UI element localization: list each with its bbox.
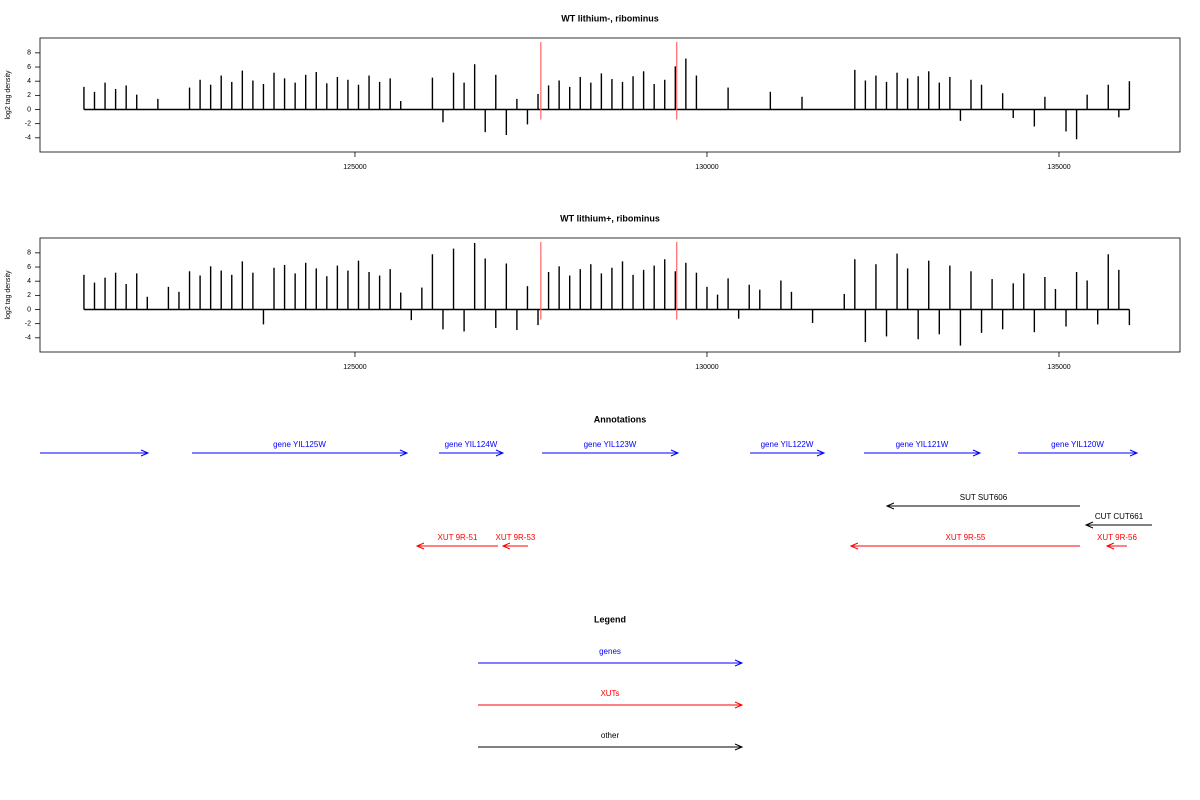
feature-arrow-head [415,542,425,550]
feature-label: XUT 9R-55 [946,533,986,542]
y-tick-label: -2 [25,121,31,128]
feature-arrow-head [849,542,859,550]
x-tick-label: 125000 [343,164,366,171]
feature-arrow-head [972,449,982,457]
feature-label: SUT SUT606 [960,493,1008,502]
y-tick-label: 0 [27,106,31,113]
x-tick-label: 125000 [343,364,366,371]
feature-label: gene YIL123W [584,440,637,449]
x-tick-label: 135000 [1047,164,1070,171]
feature-label: XUT 9R-51 [438,533,478,542]
feature-label: gene YIL124W [445,440,498,449]
feature-arrow-head [670,449,680,457]
legend-label: XUTs [600,689,619,698]
y-tick-label: -4 [25,135,31,142]
y-axis-label: log2 tag density [5,70,12,120]
legend-arrow-head [734,701,744,709]
legend-arrow-head [734,743,744,751]
feature-arrow-head [1084,521,1094,529]
legend-label: other [601,731,620,740]
y-tick-label: -4 [25,335,31,342]
legend-title: Legend [594,614,626,624]
y-tick-label: -2 [25,321,31,328]
y-tick-label: 8 [27,250,31,257]
feature-label: gene YIL120W [1051,440,1104,449]
x-tick-label: 135000 [1047,364,1070,371]
x-tick-label: 130000 [695,364,718,371]
feature-arrow-head [1105,542,1115,550]
feature-label: CUT CUT661 [1095,512,1144,521]
y-tick-label: 2 [27,292,31,299]
x-tick-label: 130000 [695,164,718,171]
feature-label: XUT 9R-56 [1097,533,1137,542]
y-tick-label: 6 [27,264,31,271]
y-tick-label: 4 [27,278,31,285]
feature-arrow-head [399,449,409,457]
y-tick-label: 2 [27,92,31,99]
legend-label: genes [599,647,621,656]
feature-label: gene YIL121W [896,440,949,449]
legend-arrow-head [734,659,744,667]
feature-label: XUT 9R-53 [496,533,536,542]
feature-label: gene YIL122W [761,440,814,449]
y-axis-label: log2 tag density [5,270,12,320]
annotations-title: Annotations [594,414,647,424]
feature-arrow-head [885,502,895,510]
panel-title: WT lithium+, ribominus [560,213,660,223]
y-tick-label: 6 [27,64,31,71]
feature-arrow-head [140,449,150,457]
y-tick-label: 8 [27,50,31,57]
y-tick-label: 0 [27,306,31,313]
feature-arrow-head [495,449,505,457]
y-tick-label: 4 [27,78,31,85]
feature-arrow-head [1129,449,1139,457]
feature-arrow-head [501,542,511,550]
panel-title: WT lithium-, ribominus [561,13,659,23]
feature-label: gene YIL125W [273,440,326,449]
feature-arrow-head [816,449,826,457]
